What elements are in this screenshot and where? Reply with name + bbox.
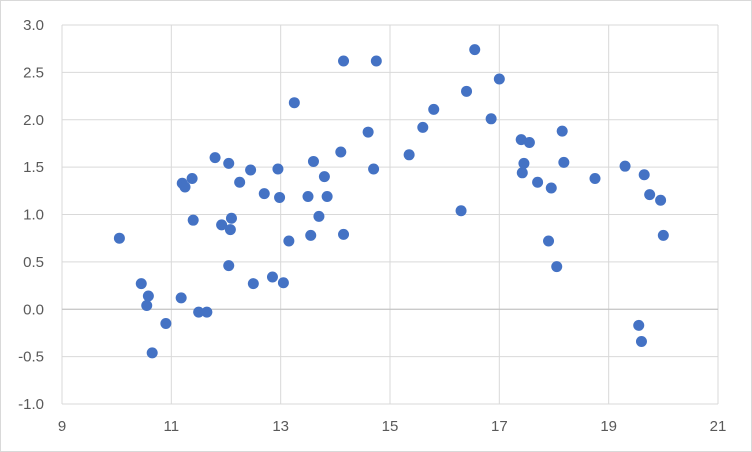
- x-tick-label: 11: [164, 418, 180, 435]
- data-point: [532, 176, 544, 188]
- data-point: [635, 335, 647, 347]
- data-point: [455, 205, 467, 217]
- data-point: [644, 189, 656, 201]
- y-tick-label: 3.0: [23, 17, 44, 34]
- data-point: [187, 214, 199, 226]
- data-point: [556, 125, 568, 137]
- y-tick-label: 1.0: [23, 207, 44, 224]
- data-point: [338, 55, 350, 67]
- data-point: [234, 176, 246, 188]
- data-point: [247, 278, 259, 290]
- data-point: [619, 160, 631, 172]
- data-point: [307, 155, 319, 167]
- data-point: [223, 157, 235, 169]
- y-tick-labels: -1.0 -0.5 0.0 0.5 1.0 1.5 2.0 2.5 3.0: [18, 17, 44, 413]
- data-point: [633, 319, 645, 331]
- data-point: [516, 167, 528, 179]
- data-point: [518, 157, 530, 169]
- data-point: [216, 219, 228, 231]
- data-point: [142, 290, 154, 302]
- data-point: [141, 299, 153, 311]
- data-point: [274, 191, 286, 203]
- y-tick-label: 2.0: [23, 112, 44, 129]
- data-point: [338, 228, 350, 240]
- data-point: [543, 235, 555, 247]
- data-point: [146, 347, 158, 359]
- x-tick-label: 15: [382, 418, 399, 435]
- data-point: [225, 212, 237, 224]
- data-point: [318, 171, 330, 183]
- x-tick-label: 17: [491, 418, 508, 435]
- data-point: [160, 317, 172, 329]
- y-tick-label: 0.5: [23, 254, 44, 271]
- data-point: [201, 306, 213, 318]
- y-tick-label: 2.5: [23, 64, 44, 81]
- data-point: [469, 44, 481, 56]
- data-point: [655, 194, 667, 206]
- x-tick-label: 13: [272, 418, 289, 435]
- data-point: [277, 277, 289, 289]
- data-point: [224, 224, 236, 236]
- x-tick-labels: 9 11 13 15 17 19 21: [58, 418, 727, 435]
- y-tick-label: -0.5: [18, 349, 44, 366]
- data-point: [417, 121, 429, 133]
- y-tick-label: 1.5: [23, 159, 44, 176]
- data-point: [362, 126, 374, 138]
- data-point: [272, 163, 284, 175]
- data-point: [179, 181, 191, 193]
- data-point: [545, 182, 557, 194]
- data-point: [551, 261, 563, 273]
- data-point: [258, 188, 270, 200]
- data-point: [461, 85, 473, 97]
- data-point: [558, 156, 570, 168]
- data-point: [186, 172, 198, 184]
- data-point: [113, 232, 125, 244]
- data-point: [266, 271, 278, 283]
- gridlines: [61, 24, 719, 405]
- data-point: [428, 103, 440, 115]
- y-tick-label: 0.0: [23, 301, 44, 318]
- data-point: [135, 278, 147, 290]
- data-point: [283, 235, 295, 247]
- y-tick-label: -1.0: [18, 396, 44, 413]
- data-point: [638, 169, 650, 181]
- data-point: [321, 190, 333, 202]
- data-point: [288, 97, 300, 109]
- data-point: [493, 73, 505, 85]
- data-point: [223, 260, 235, 272]
- data-points: [113, 44, 669, 359]
- data-point: [313, 210, 325, 222]
- data-point: [368, 163, 380, 175]
- data-point: [370, 55, 382, 67]
- data-point: [335, 146, 347, 158]
- x-tick-label: 21: [710, 418, 727, 435]
- data-point: [175, 292, 187, 304]
- data-point: [302, 190, 314, 202]
- x-tick-label: 9: [58, 418, 66, 435]
- data-point: [523, 136, 535, 148]
- data-point: [305, 229, 317, 241]
- data-point: [193, 306, 205, 318]
- data-point: [245, 164, 257, 176]
- data-point: [657, 229, 669, 241]
- data-point: [403, 149, 415, 161]
- data-point: [209, 152, 221, 164]
- x-tick-label: 19: [600, 418, 617, 435]
- data-point: [589, 172, 601, 184]
- data-point: [485, 113, 497, 125]
